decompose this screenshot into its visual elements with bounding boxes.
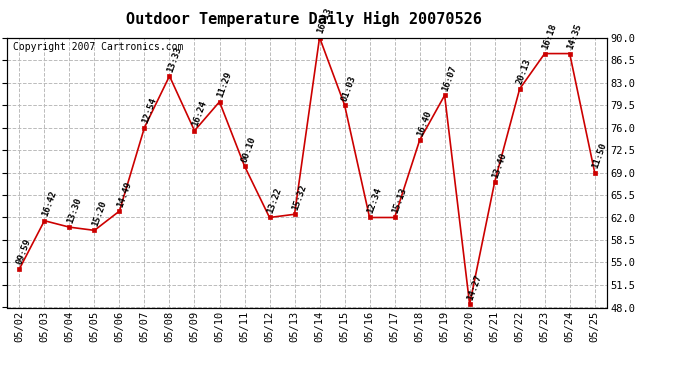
Text: 12:54: 12:54 (140, 96, 158, 125)
Text: 16:40: 16:40 (415, 109, 433, 138)
Text: 16:18: 16:18 (540, 22, 558, 51)
Text: 14:27: 14:27 (465, 273, 483, 302)
Text: 00:10: 00:10 (240, 135, 258, 163)
Text: 16:42: 16:42 (40, 190, 58, 218)
Text: 15:20: 15:20 (90, 199, 108, 228)
Text: 16:24: 16:24 (190, 100, 208, 128)
Text: 15:32: 15:32 (290, 183, 308, 211)
Text: 11:50: 11:50 (591, 141, 608, 170)
Text: 16:13: 16:13 (315, 6, 333, 35)
Text: 15:13: 15:13 (391, 186, 408, 215)
Text: 13:33: 13:33 (165, 45, 183, 73)
Text: Outdoor Temperature Daily High 20070526: Outdoor Temperature Daily High 20070526 (126, 11, 482, 27)
Text: 13:30: 13:30 (65, 196, 83, 224)
Text: 12:34: 12:34 (365, 186, 383, 215)
Text: 14:49: 14:49 (115, 180, 132, 208)
Text: 13:40: 13:40 (491, 151, 508, 179)
Text: 16:07: 16:07 (440, 64, 458, 93)
Text: 01:03: 01:03 (340, 74, 358, 102)
Text: 20:13: 20:13 (515, 58, 533, 86)
Text: Copyright 2007 Cartronics.com: Copyright 2007 Cartronics.com (13, 42, 184, 51)
Text: 11:29: 11:29 (215, 70, 233, 99)
Text: 13:22: 13:22 (265, 186, 283, 215)
Text: 14:35: 14:35 (565, 22, 583, 51)
Text: 09:59: 09:59 (15, 238, 32, 266)
